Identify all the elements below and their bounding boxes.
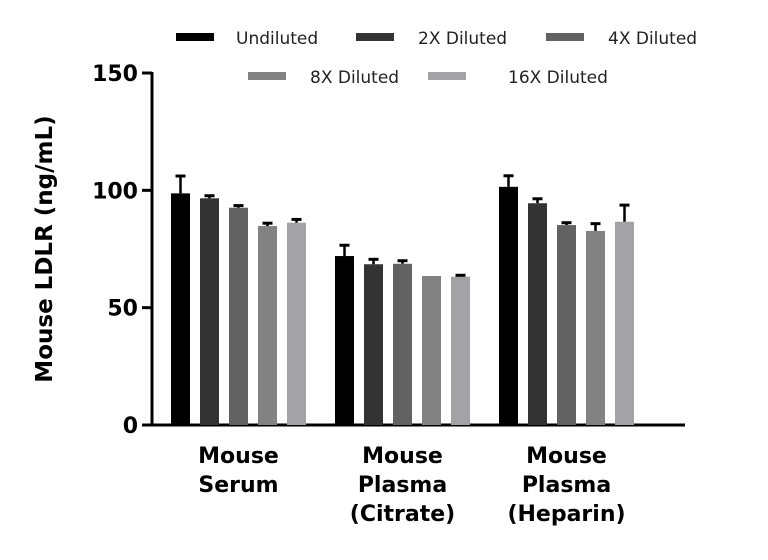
bar-1-0	[200, 198, 219, 425]
bar-2-2	[557, 225, 576, 425]
x-tick-label: Plasma	[358, 473, 447, 498]
legend-label: 4X Diluted	[608, 29, 697, 49]
y-axis-label: Mouse LDLR (ng/mL)	[32, 115, 58, 382]
x-tick-label: (Citrate)	[350, 502, 455, 527]
x-tick-label: Mouse	[198, 444, 279, 469]
legend-label: 2X Diluted	[418, 29, 507, 49]
legend-swatch	[546, 33, 584, 41]
y-tick-label: 100	[92, 179, 138, 204]
bar-3-0	[258, 226, 277, 425]
legend-label: 16X Diluted	[508, 68, 608, 88]
x-tick-label: Mouse	[526, 444, 607, 469]
bar-2-1	[393, 263, 412, 425]
legend-swatch	[356, 33, 394, 41]
bar-4-1	[451, 276, 470, 425]
legend-swatch	[176, 33, 214, 41]
x-tick-label: Plasma	[522, 473, 611, 498]
bar-0-0	[171, 193, 190, 425]
bar-0-1	[335, 256, 354, 425]
y-tick-label: 0	[123, 414, 138, 439]
x-tick-label: (Heparin)	[507, 502, 625, 527]
x-tick-label: Mouse	[362, 444, 443, 469]
bar-1-2	[528, 203, 547, 425]
bar-4-2	[615, 221, 634, 425]
legend-swatch	[248, 72, 286, 80]
bar-0-2	[499, 186, 518, 425]
legend-swatch	[428, 72, 466, 80]
bar-3-1	[422, 275, 441, 425]
bar-4-0	[287, 222, 306, 425]
bar-1-1	[364, 264, 383, 425]
y-tick-label: 50	[107, 297, 138, 322]
y-tick-label: 150	[92, 62, 138, 87]
legend-label: Undiluted	[236, 29, 318, 49]
legend-label: 8X Diluted	[310, 68, 399, 88]
bar-2-0	[229, 207, 248, 425]
bar-3-2	[586, 230, 605, 425]
x-tick-label: Serum	[198, 473, 278, 498]
